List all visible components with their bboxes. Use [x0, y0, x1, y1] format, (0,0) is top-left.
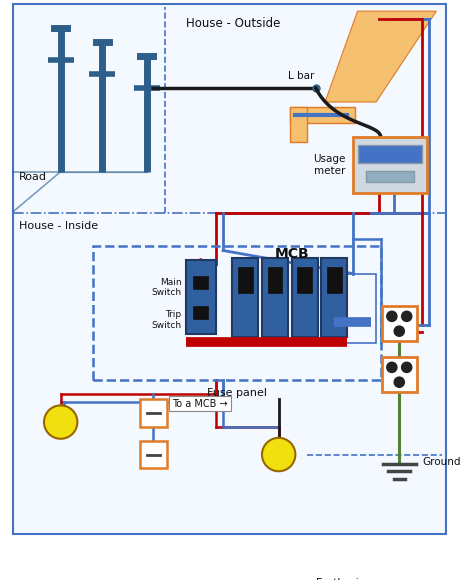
Text: Ground: Ground — [422, 457, 461, 467]
Text: Usage
meter: Usage meter — [313, 154, 346, 176]
FancyBboxPatch shape — [382, 306, 417, 342]
FancyBboxPatch shape — [262, 258, 288, 337]
Circle shape — [44, 405, 77, 439]
Text: MCB: MCB — [274, 246, 309, 261]
FancyBboxPatch shape — [290, 107, 355, 124]
Text: House - Inside: House - Inside — [19, 221, 98, 231]
Circle shape — [387, 362, 397, 372]
FancyBboxPatch shape — [13, 3, 446, 534]
FancyBboxPatch shape — [238, 267, 253, 293]
FancyBboxPatch shape — [290, 107, 307, 142]
Text: Fuse panel: Fuse panel — [207, 388, 267, 398]
Text: Earth wire: Earth wire — [316, 578, 369, 580]
Text: Road: Road — [19, 172, 47, 182]
FancyBboxPatch shape — [366, 171, 414, 182]
FancyBboxPatch shape — [232, 258, 258, 337]
FancyBboxPatch shape — [382, 357, 417, 393]
Text: L bar: L bar — [288, 71, 314, 81]
FancyBboxPatch shape — [193, 277, 208, 289]
FancyBboxPatch shape — [292, 258, 318, 337]
Text: House - Outside: House - Outside — [186, 17, 280, 30]
Text: To a MCB →: To a MCB → — [172, 398, 228, 408]
Polygon shape — [325, 11, 437, 102]
Text: Trip
Switch: Trip Switch — [151, 310, 181, 330]
Circle shape — [401, 311, 412, 321]
Circle shape — [394, 377, 404, 387]
Circle shape — [262, 438, 295, 471]
FancyBboxPatch shape — [358, 145, 421, 163]
FancyBboxPatch shape — [353, 137, 427, 193]
FancyBboxPatch shape — [139, 399, 167, 427]
FancyBboxPatch shape — [297, 267, 312, 293]
Circle shape — [394, 326, 404, 336]
FancyBboxPatch shape — [327, 267, 342, 293]
Circle shape — [401, 362, 412, 372]
FancyBboxPatch shape — [139, 441, 167, 469]
FancyBboxPatch shape — [193, 306, 208, 319]
Circle shape — [387, 311, 397, 321]
FancyBboxPatch shape — [321, 258, 347, 337]
Text: Main
Switch: Main Switch — [151, 278, 181, 298]
FancyBboxPatch shape — [186, 260, 216, 334]
FancyBboxPatch shape — [267, 267, 283, 293]
